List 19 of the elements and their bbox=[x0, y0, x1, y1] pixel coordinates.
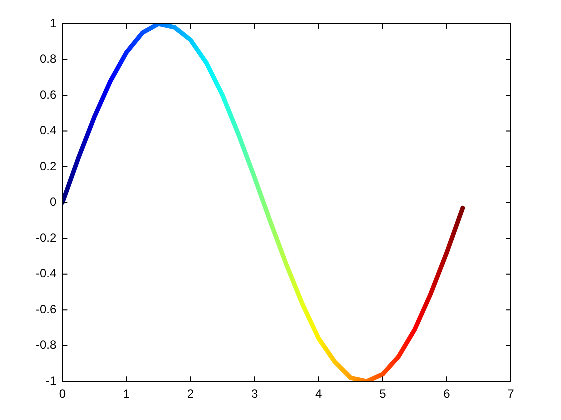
y-tick-label: 0.2 bbox=[40, 159, 57, 174]
x-tick-label: 5 bbox=[380, 387, 387, 402]
y-tick-label: 0 bbox=[50, 195, 57, 210]
y-tick-label: -0.4 bbox=[36, 266, 57, 281]
x-tick-label: 2 bbox=[187, 387, 194, 402]
y-tick-label: -1 bbox=[46, 374, 57, 388]
y-tick-label: -0.6 bbox=[36, 302, 57, 316]
y-tick-label: 1 bbox=[50, 16, 57, 30]
x-tick-label: 1 bbox=[123, 387, 130, 402]
y-tick-label: -0.2 bbox=[36, 230, 57, 245]
x-tick-label: 0 bbox=[59, 387, 66, 402]
x-tick-label: 6 bbox=[444, 387, 451, 402]
y-tick-label: 0.8 bbox=[40, 52, 57, 66]
x-tick-label: 4 bbox=[316, 387, 323, 402]
x-tick-label: 3 bbox=[251, 387, 258, 402]
y-tick-label: -0.8 bbox=[36, 338, 57, 352]
y-tick-label: 0.6 bbox=[40, 88, 57, 102]
x-tick-label: 7 bbox=[508, 387, 515, 402]
y-tick-label: 0.4 bbox=[40, 124, 57, 138]
